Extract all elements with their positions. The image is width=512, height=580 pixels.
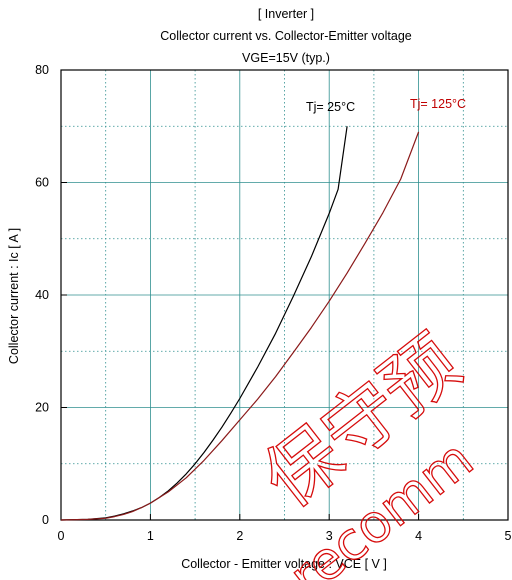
x-axis-label: Collector - Emitter voltage : VCE [ V ] — [181, 557, 387, 571]
series-label-tj125: Tj= 125°C — [410, 97, 466, 111]
watermark: 保守预 recomm — [247, 319, 485, 580]
x-tick-label: 5 — [505, 529, 512, 543]
chart-title-line-2: Collector current vs. Collector-Emitter … — [160, 29, 412, 43]
y-tick-label: 40 — [35, 288, 49, 302]
chart-title-line-1: [ Inverter ] — [258, 7, 314, 21]
grid — [61, 70, 508, 520]
y-tick-label: 0 — [42, 513, 49, 527]
y-axis-label: Collector current : Ic [ A ] — [7, 228, 21, 364]
series-group — [60, 126, 420, 521]
y-tick-label: 60 — [35, 176, 49, 190]
x-tick-label: 1 — [147, 529, 154, 543]
x-tick-label: 3 — [326, 529, 333, 543]
x-tick-label: 4 — [415, 529, 422, 543]
x-tick-label: 2 — [236, 529, 243, 543]
y-tick-label: 80 — [35, 63, 49, 77]
x-tick-label: 0 — [58, 529, 65, 543]
series-label-tj25: Tj= 25°C — [306, 100, 355, 114]
series-line-1 — [60, 131, 420, 521]
axis-ticks: 0 1 2 3 4 5 0 20 40 60 80 — [35, 63, 511, 543]
y-tick-label: 20 — [35, 401, 49, 415]
chart-title-line-3: VGE=15V (typ.) — [242, 51, 330, 65]
